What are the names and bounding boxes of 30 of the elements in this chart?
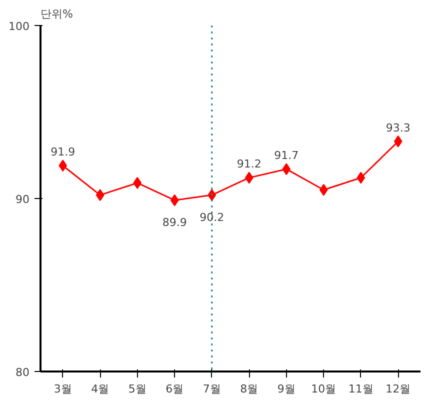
data-label: 90.2 (200, 211, 224, 224)
y-tick-label: 80 (16, 366, 30, 379)
point (96, 189, 104, 202)
y-tick-label: 100 (8, 20, 30, 33)
point (58, 160, 68, 172)
point (282, 163, 291, 176)
point (319, 184, 328, 196)
data-label: 89.9 (162, 216, 187, 230)
x-tick-label: 10월 (311, 382, 336, 396)
chart-title: 단위% (40, 8, 73, 20)
x-tick-label: 7월 (202, 382, 221, 396)
x-tick-label: 9월 (277, 382, 296, 396)
data-label: 91.9 (50, 146, 76, 159)
x-tick-label: 5월 (128, 382, 146, 396)
data-label: 91.7 (274, 149, 299, 162)
x-tick-label: 11월 (348, 382, 374, 396)
point (170, 194, 179, 206)
point (208, 189, 216, 202)
data-label: 91.2 (236, 158, 262, 171)
point (356, 172, 366, 184)
point (133, 176, 142, 189)
data-label: 93.3 (386, 121, 410, 134)
point (394, 135, 402, 148)
x-tick-label: 8월 (240, 382, 258, 396)
x-tick-label: 3월 (54, 382, 72, 396)
y-tick-label: 90 (16, 193, 30, 206)
x-tick-label: 12월 (386, 382, 411, 396)
x-tick-label: 4월 (91, 382, 110, 396)
point (244, 172, 254, 184)
x-tick-label: 6월 (166, 382, 184, 396)
